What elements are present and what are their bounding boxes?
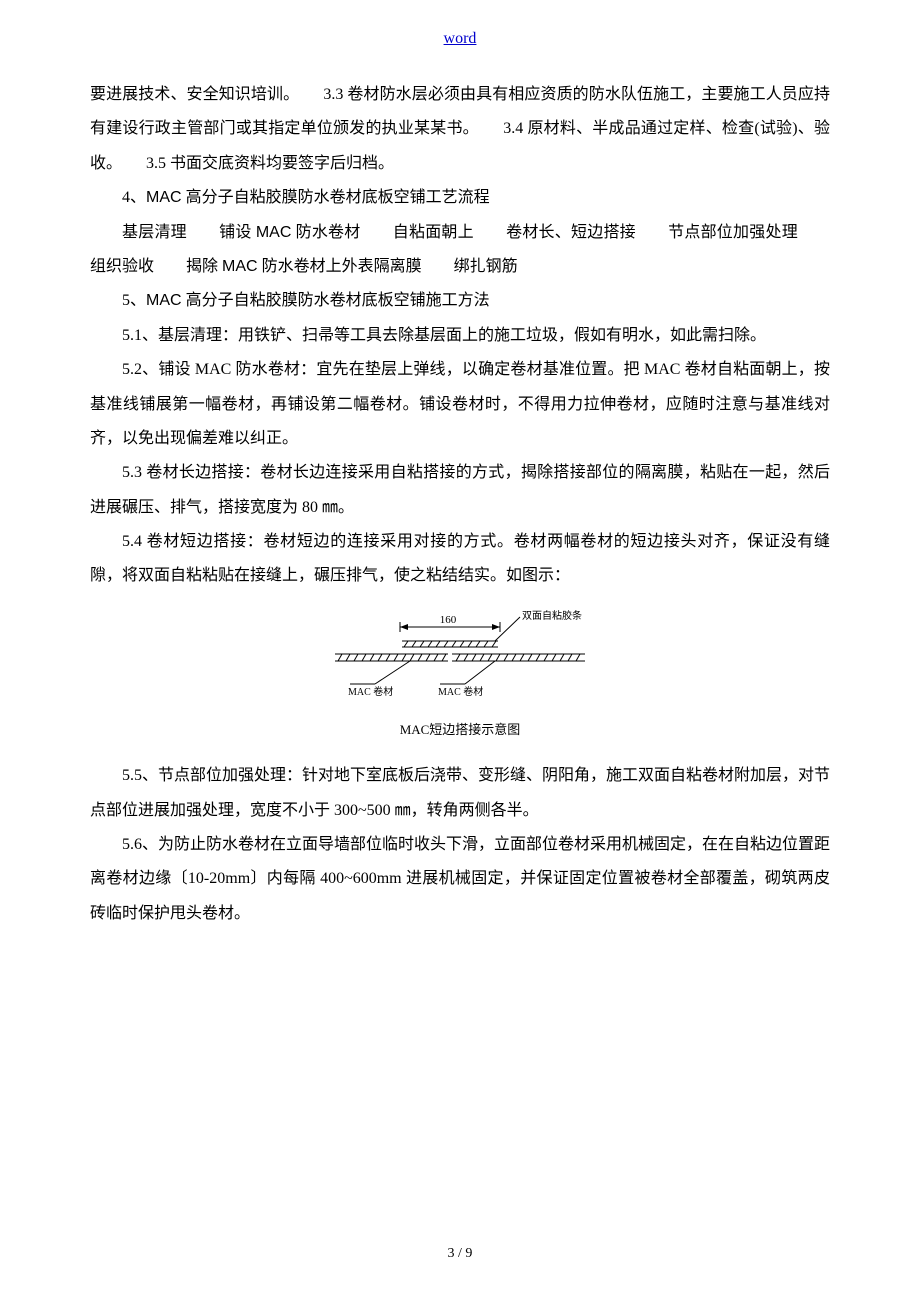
flow-step: 揭除 MAC 防水卷材上外表隔离膜 [186, 258, 422, 275]
flow-step: 绑扎钢筋 [454, 258, 518, 275]
paragraph-5-5: 5.5、节点部位加强处理：针对地下室底板后浇带、变形缝、阴阳角，施工双面自粘卷材… [90, 759, 830, 828]
diagram-left-label: MAC 卷材 [348, 685, 393, 698]
paragraph-5-2: 5.2、铺设 MAC 防水卷材：宜先在垫层上弹线，以确定卷材基准位置。把 MAC… [90, 353, 830, 456]
diagram-container: 160 双面自粘胶条 [90, 609, 830, 744]
header-link: word [90, 30, 830, 48]
document-body: 要进展技术、安全知识培训。 3.3 卷材防水层必须由具有相应资质的防水队伍施工，… [90, 78, 830, 931]
flow-step: 铺设 MAC 防水卷材 [219, 224, 361, 241]
section-5-suffix: 高分子自粘胶膜防水卷材底板空铺施工方法 [186, 292, 490, 309]
paragraph-5-1: 5.1、基层清理：用铁铲、扫帚等工具去除基层面上的施工垃圾，假如有明水，如此需扫… [90, 319, 830, 353]
diagram-caption: MAC短边搭接示意图 [90, 716, 830, 744]
section-5-prefix: 5、 [122, 292, 146, 309]
section-4-suffix: 高分子自粘胶膜防水卷材底板空铺工艺流程 [186, 189, 490, 206]
diagram-right-label: MAC 卷材 [438, 685, 483, 698]
flow-step: 基层清理 [122, 224, 187, 241]
paragraph-5-4: 5.4 卷材短边搭接：卷材短边的连接采用对接的方式。卷材两幅卷材的短边接头对齐，… [90, 525, 830, 594]
flow-step: 自粘面朝上 [393, 224, 474, 241]
paragraph-section-4: 4、MAC 高分子自粘胶膜防水卷材底板空铺工艺流程 [90, 181, 830, 215]
page-number: 3 / 9 [0, 1246, 920, 1262]
section-4-latin: MAC [146, 189, 182, 206]
flow-step: 节点部位加强处理 [668, 224, 798, 241]
paragraph-section-5: 5、MAC 高分子自粘胶膜防水卷材底板空铺施工方法 [90, 284, 830, 318]
section-4-prefix: 4、 [122, 189, 146, 206]
paragraph-5-6: 5.6、为防止防水卷材在立面导墙部位临时收头下滑，立面部位卷材采用机械固定，在在… [90, 828, 830, 931]
short-edge-diagram: 160 双面自粘胶条 [320, 609, 600, 699]
diagram-tape-label: 双面自粘胶条 [522, 609, 582, 622]
diagram-dimension: 160 [440, 614, 457, 626]
flow-step: 组织验收 [90, 258, 154, 275]
paragraph-3: 要进展技术、安全知识培训。 3.3 卷材防水层必须由具有相应资质的防水队伍施工，… [90, 78, 830, 181]
section-5-latin: MAC [146, 292, 182, 309]
paragraph-5-3: 5.3 卷材长边搭接：卷材长边连接采用自粘搭接的方式，揭除搭接部位的隔离膜，粘贴… [90, 456, 830, 525]
header-link-text[interactable]: word [444, 30, 477, 47]
flow-step: 卷材长、短边搭接 [506, 224, 636, 241]
paragraph-flow: 基层清理 铺设 MAC 防水卷材 自粘面朝上 卷材长、短边搭接 节点部位加强处理组织验收… [90, 216, 830, 285]
